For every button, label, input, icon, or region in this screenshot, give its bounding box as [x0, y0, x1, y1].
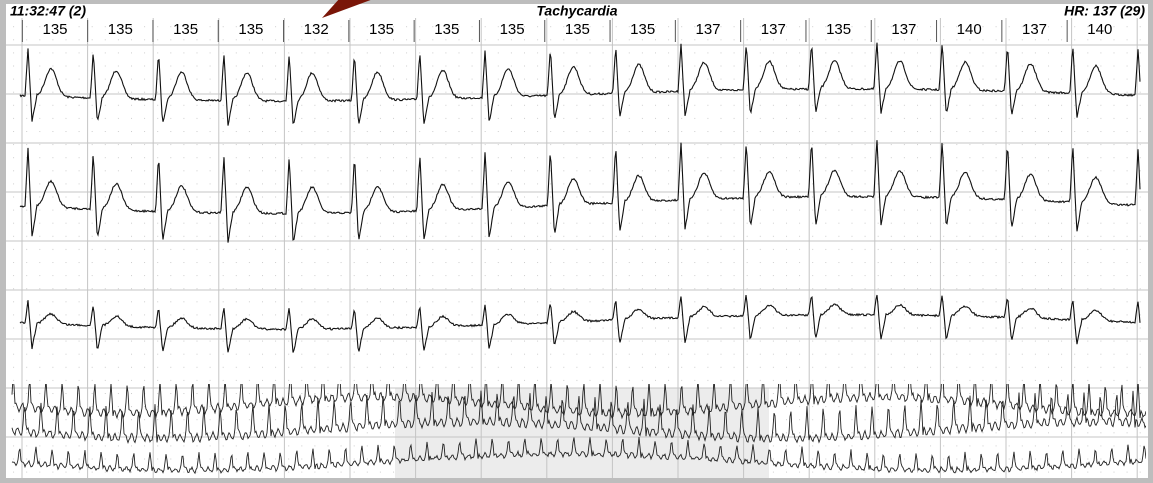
beat-label: 135	[238, 21, 263, 38]
beat-label: 135	[500, 21, 525, 38]
beat-labels: 135 135 135 135 132 135 135 135 135 135 137 137 135 1…	[21, 20, 1112, 42]
marker	[322, 0, 371, 18]
beat-label: 137	[1022, 21, 1047, 38]
ecg-trace	[19, 42, 1141, 126]
beat-label: 135	[630, 21, 655, 38]
heart-rate-label: HR: 137 (29)	[1064, 3, 1145, 19]
beat-label: 135	[42, 21, 67, 38]
time-label: 11:32:47 (2)	[10, 3, 86, 19]
traces	[19, 42, 1141, 353]
ecg-trace	[19, 294, 1141, 353]
beat-label: 135	[826, 21, 851, 38]
beat-label: 135	[434, 21, 459, 38]
beat-label: 140	[1087, 21, 1112, 38]
beat-label: 135	[108, 21, 133, 38]
rhythm-label: Tachycardia	[536, 3, 617, 19]
beat-label: 137	[891, 21, 916, 38]
beat-label: 137	[761, 21, 786, 38]
overlay-trace	[11, 384, 1146, 420]
ecg-trace	[19, 140, 1141, 243]
beat-label: 140	[957, 21, 982, 38]
header-bar	[8, 4, 1146, 18]
beat-label: 132	[304, 21, 329, 38]
beat-label: 137	[695, 21, 720, 38]
beat-label: 135	[369, 21, 394, 38]
beat-label: 135	[565, 21, 590, 38]
overlay-traces	[11, 384, 1146, 475]
beat-label: 135	[173, 21, 198, 38]
overlay-trace	[11, 390, 1146, 445]
overlay-trace	[11, 436, 1146, 475]
